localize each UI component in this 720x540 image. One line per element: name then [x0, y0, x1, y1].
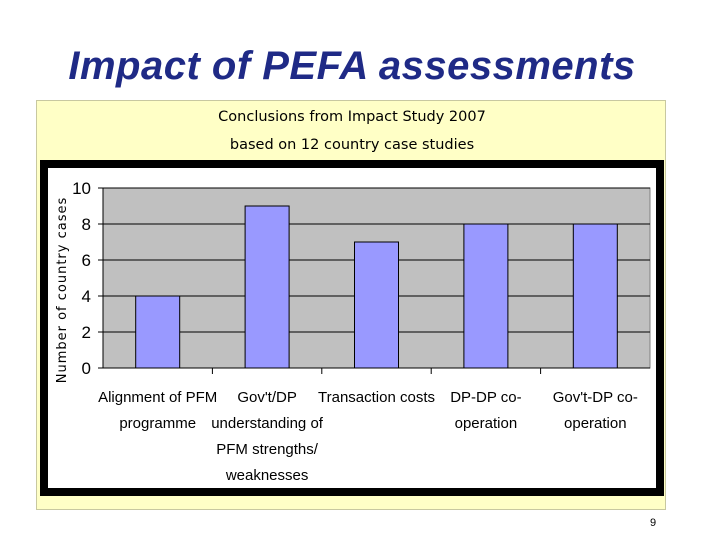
x-tick-label-1-line-1: Alignment of PFM	[98, 389, 217, 406]
bar-3	[354, 241, 399, 369]
x-tick-label-4-line-1: DP-DP co-	[450, 389, 521, 406]
y-tick-label-4: 4	[82, 287, 91, 306]
x-tick-label-1-line-2: programme	[119, 415, 196, 432]
x-tick-label-3-line-1: Transaction costs	[318, 389, 435, 406]
bar-4	[463, 223, 509, 369]
panel-heading-line2: based on 12 country case studies	[229, 137, 475, 153]
x-tick-label-2-line-2: understanding of	[211, 415, 324, 432]
y-tick-label-0: 0	[82, 359, 91, 378]
bar-1	[135, 295, 181, 369]
panel-heading-line1: Conclusions from Impact Study 2007	[218, 109, 486, 125]
x-tick-label-5-line-1: Gov't-DP co-	[553, 389, 638, 406]
y-tick-label-8: 8	[82, 215, 91, 234]
y-tick-label-6: 6	[82, 251, 91, 270]
x-tick-label-2-line-4: weaknesses	[225, 467, 309, 484]
bar-2	[244, 205, 290, 369]
x-tick-label-2-line-1: Gov't/DP	[237, 389, 297, 406]
x-tick-label-5-line-2: operation	[564, 415, 627, 432]
x-tick-label-4-line-2: operation	[455, 415, 518, 432]
y-tick-label-2: 2	[82, 323, 91, 342]
page-number: 9	[650, 517, 657, 529]
bar-5	[572, 223, 618, 369]
y-axis-label: Number of country cases	[55, 197, 70, 384]
x-tick-label-2-line-3: PFM strengths/	[216, 441, 319, 458]
y-tick-label-10: 10	[72, 179, 91, 198]
slide-title: Impact of PEFA assessments	[68, 44, 636, 88]
